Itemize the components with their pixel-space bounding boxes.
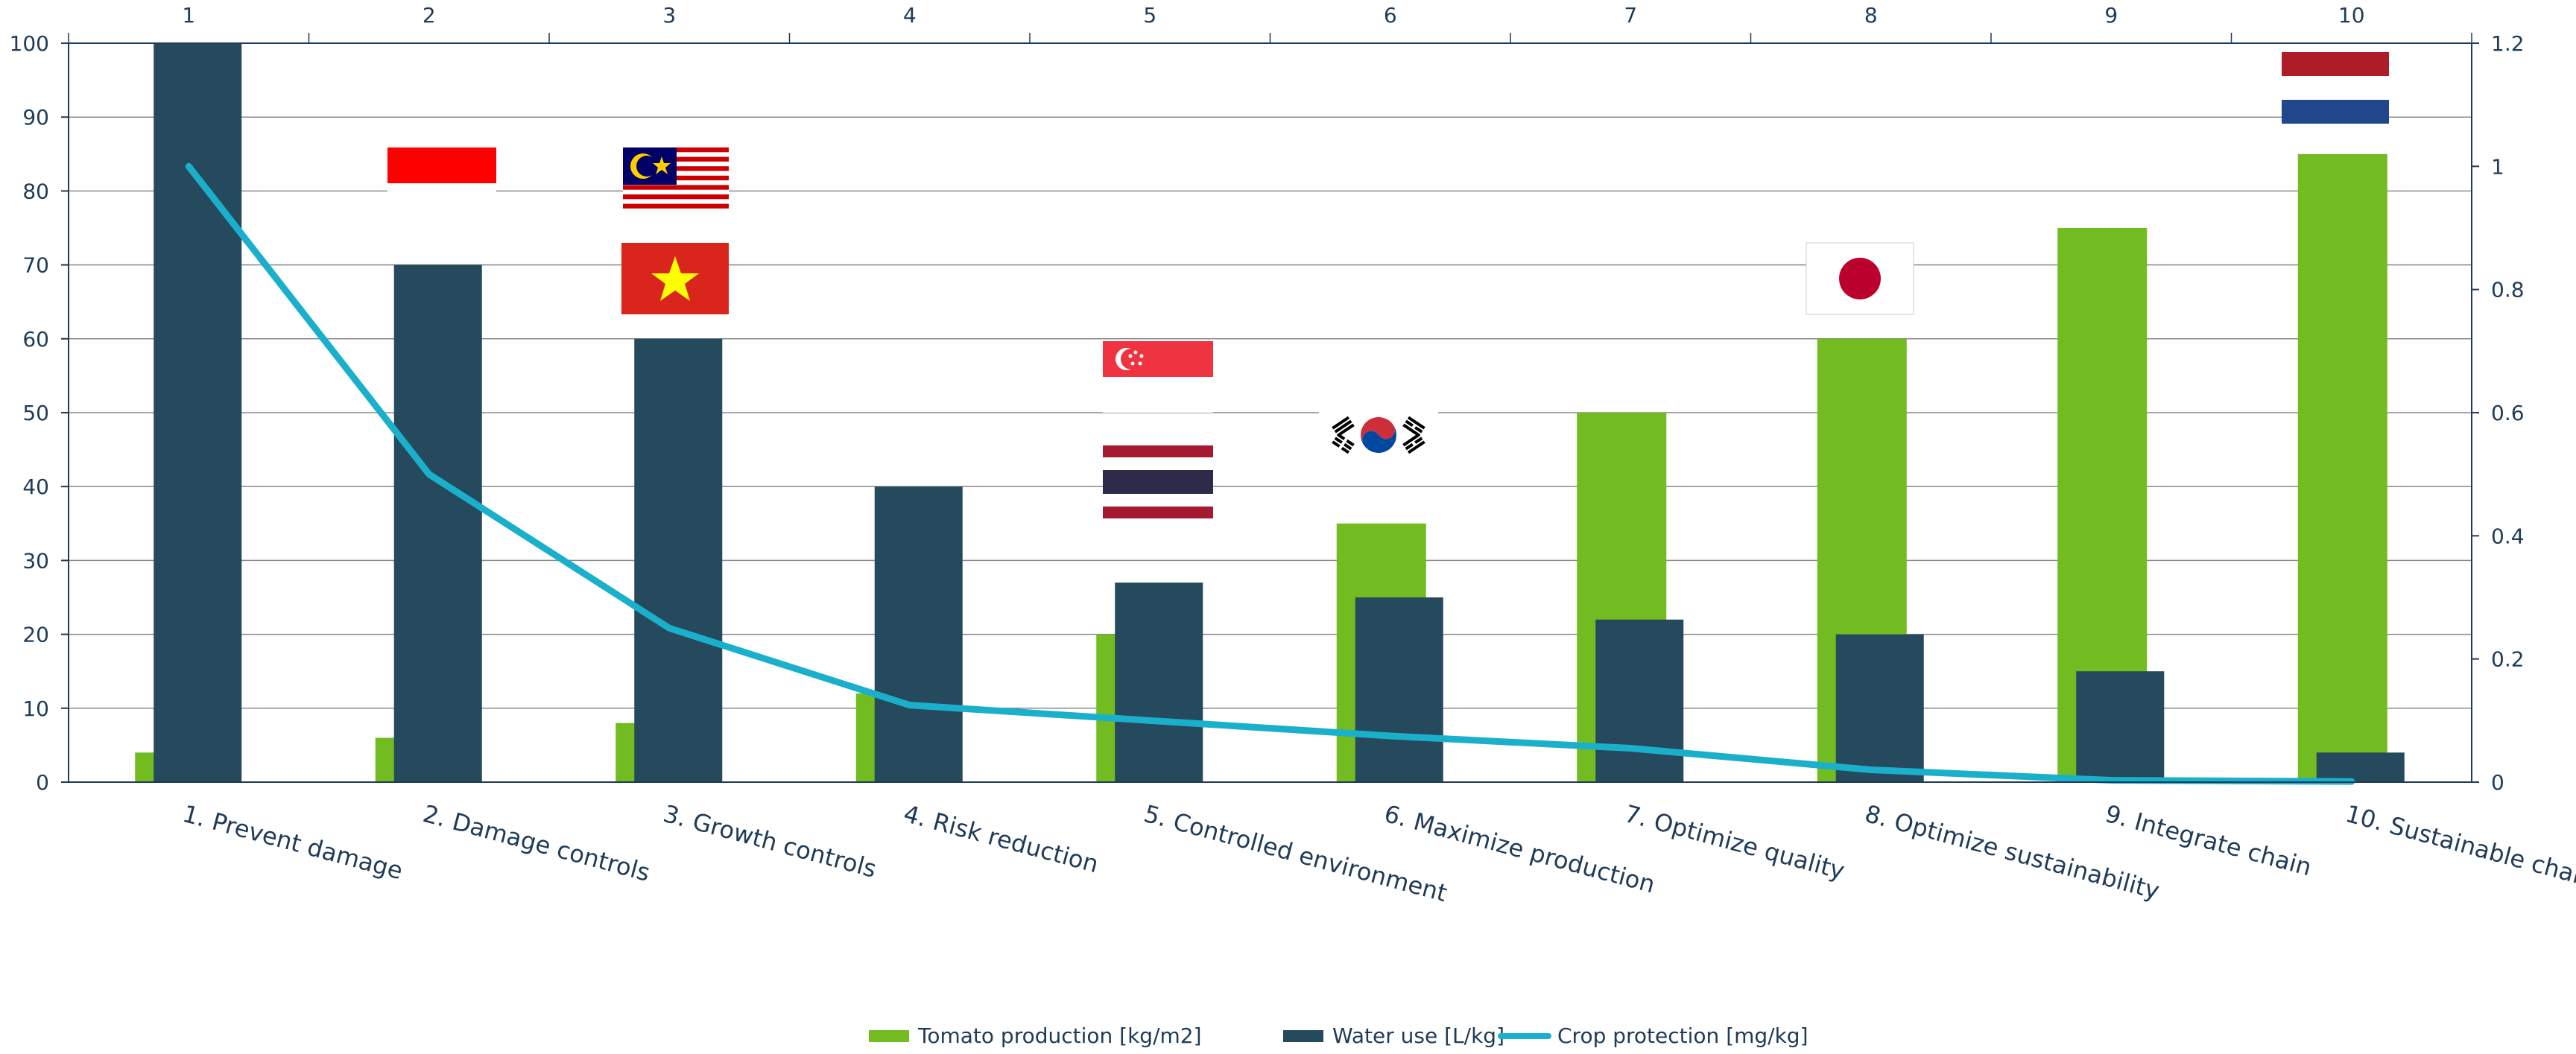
right-tick-label: 1.2: [2491, 31, 2525, 56]
category-labels: 1. Prevent damage 2. Damage controls 3. Gr…: [180, 799, 2576, 907]
top-tick-label: 9: [2104, 3, 2118, 28]
top-axis-ticks: 1 2 3 4 5 6 7 8 9 10: [182, 3, 2364, 28]
left-tick-label: 70: [22, 253, 49, 278]
japan-flag: [1806, 242, 1914, 315]
left-tick-label: 0: [36, 770, 49, 795]
right-tick-label: 0.8: [2491, 278, 2525, 302]
singapore-flag: [1103, 341, 1213, 413]
left-tick-label: 100: [10, 31, 49, 56]
bars: [135, 43, 2405, 783]
top-tick-label: 5: [1143, 3, 1156, 28]
top-tick-label: 2: [423, 3, 436, 28]
top-tick-label: 8: [1864, 3, 1878, 28]
malaysia-flag: [623, 147, 729, 213]
category-label: 2. Damage controls: [420, 799, 654, 887]
top-tick-label: 10: [2338, 3, 2365, 28]
left-tick-label: 10: [22, 696, 49, 721]
top-tick-label: 3: [662, 3, 676, 28]
right-tick-label: 0.6: [2491, 401, 2525, 425]
netherlands-flag: [2282, 52, 2389, 124]
left-tick-label: 20: [22, 623, 49, 647]
right-tick-label: 0: [2491, 770, 2504, 795]
left-tick-label: 40: [22, 474, 49, 499]
right-tick-label: 0.4: [2491, 524, 2525, 548]
water-use-bar: [154, 43, 242, 782]
tomato-production-bar: [2297, 153, 2387, 783]
legend: Tomato production [kg/m2] Water use [L/kg…: [869, 1023, 1808, 1048]
legend-swatch: [869, 1030, 909, 1042]
right-axis-ticks: 0 0.2 0.4 0.6 0.8 1 1.2: [2472, 31, 2525, 795]
left-tick-label: 90: [22, 105, 49, 130]
left-tick-label: 60: [22, 327, 49, 352]
legend-swatch: [1283, 1030, 1323, 1042]
legend-label: Water use [L/kg]: [1332, 1023, 1504, 1048]
water-use-bar: [1835, 634, 1924, 782]
right-tick-label: 0.2: [2491, 647, 2525, 672]
category-label: 1. Prevent damage: [180, 799, 405, 885]
water-use-bar: [393, 264, 482, 783]
water-use-bar: [1355, 597, 1443, 782]
water-use-bar: [2316, 752, 2405, 782]
indonesia-flag: [387, 147, 496, 219]
top-tick-label: 1: [182, 3, 195, 28]
top-tick-label: 4: [903, 3, 917, 28]
left-tick-label: 30: [22, 548, 49, 573]
water-use-bar: [1595, 619, 1684, 782]
vietnam-flag: [621, 243, 729, 314]
water-use-bar: [1115, 582, 1203, 782]
category-label: 3. Growth controls: [660, 799, 879, 883]
legend-label: Crop protection [mg/kg]: [1557, 1023, 1808, 1048]
flags: [387, 52, 2389, 518]
left-tick-label: 80: [22, 179, 49, 203]
top-tick-label: 7: [1624, 3, 1637, 28]
thailand-flag: [1103, 445, 1213, 518]
water-use-bar: [2076, 671, 2165, 782]
category-label: 9. Integrate chain: [2102, 799, 2314, 881]
water-use-bar: [634, 338, 723, 782]
category-label: 4. Risk reduction: [901, 799, 1102, 878]
left-tick-label: 50: [22, 401, 49, 425]
legend-label: Tomato production [kg/m2]: [917, 1023, 1202, 1048]
south-korea-flag: [1319, 393, 1438, 475]
category-label: 10. Sustainable chain: [2343, 799, 2576, 893]
crop-protection-line: [185, 162, 2355, 785]
right-tick-label: 1: [2491, 154, 2504, 179]
crop-protection-series: [185, 162, 2355, 785]
left-axis-ticks: 0 10 20 30 40 50 60 70 80 90 100: [10, 31, 69, 795]
water-use-bar: [874, 486, 963, 782]
top-tick-label: 6: [1384, 3, 1397, 28]
